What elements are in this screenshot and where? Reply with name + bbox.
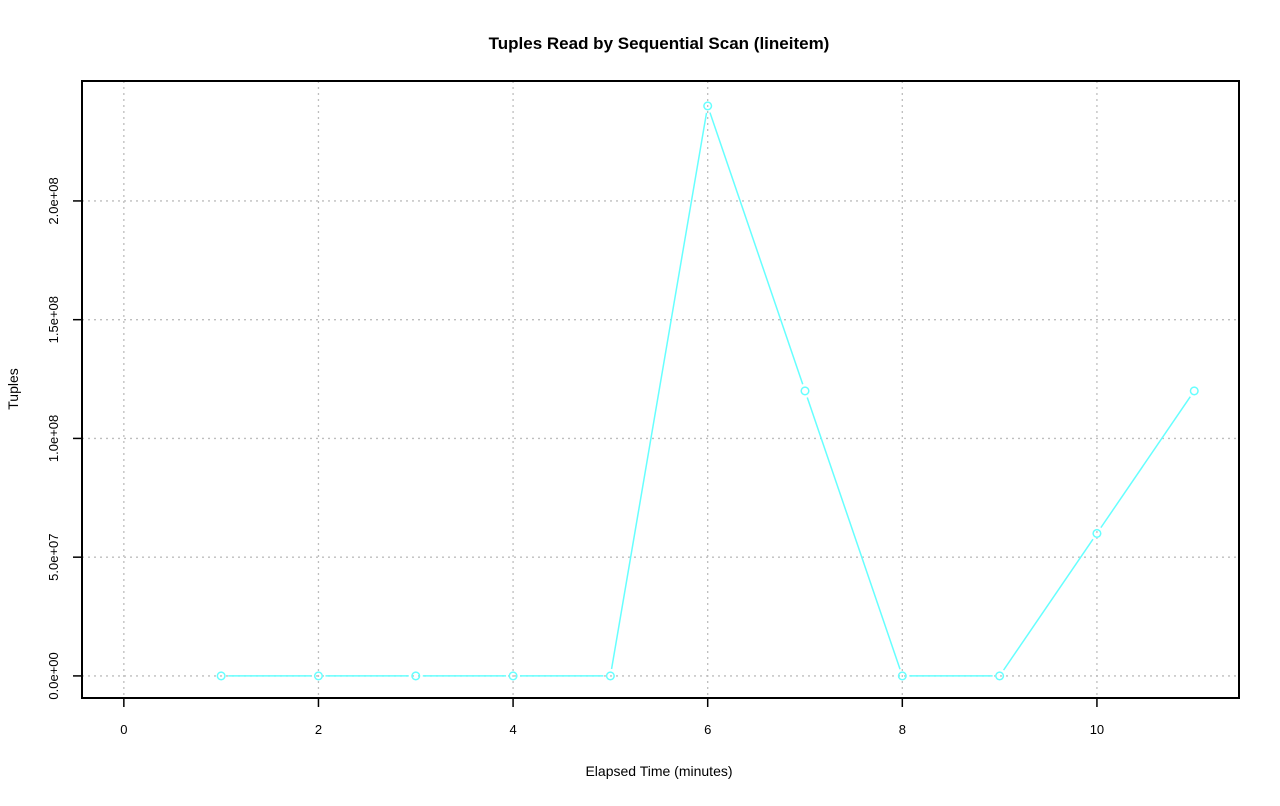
data-point — [313, 671, 324, 681]
x-tick-label: 0 — [120, 722, 127, 737]
y-axis-label: Tuples — [5, 368, 21, 410]
data-point — [508, 671, 518, 681]
data-point — [411, 671, 421, 681]
data-point — [897, 671, 907, 681]
series-line-segment — [610, 112, 708, 670]
x-tick-label: 4 — [509, 722, 516, 737]
data-point — [1092, 528, 1102, 538]
data-point — [605, 671, 615, 681]
series-line-segment — [1100, 396, 1191, 529]
axes: 0 2 4 6 8 10 0.0e+00 5.0e+07 1.0e+08 1.5e+08 2.0e+… — [46, 177, 1104, 737]
y-tick-label: 1.0e+08 — [46, 415, 61, 462]
data-point — [1189, 386, 1199, 396]
x-tick-label: 10 — [1090, 722, 1104, 737]
data-point — [703, 101, 713, 111]
y-tick-label: 1.5e+08 — [46, 296, 61, 343]
series-line-segment — [709, 112, 804, 385]
data-point — [995, 671, 1005, 681]
x-tick-label: 2 — [315, 722, 322, 737]
series-line-segment — [806, 397, 901, 670]
grid — [82, 81, 1239, 698]
series-layer — [216, 101, 1199, 681]
chart-title: Tuples Read by Sequential Scan (lineitem… — [489, 34, 830, 53]
y-tick-label: 5.0e+07 — [46, 533, 61, 580]
x-tick-label: 6 — [704, 722, 711, 737]
x-tick-label: 8 — [899, 722, 906, 737]
data-point — [216, 671, 226, 681]
y-tick-label: 0.0e+00 — [46, 652, 61, 699]
data-point — [800, 386, 810, 396]
series-line-segment — [1002, 538, 1094, 671]
plot-frame — [81, 80, 1240, 699]
x-axis-label: Elapsed Time (minutes) — [585, 763, 732, 779]
y-tick-label: 2.0e+08 — [46, 177, 61, 224]
